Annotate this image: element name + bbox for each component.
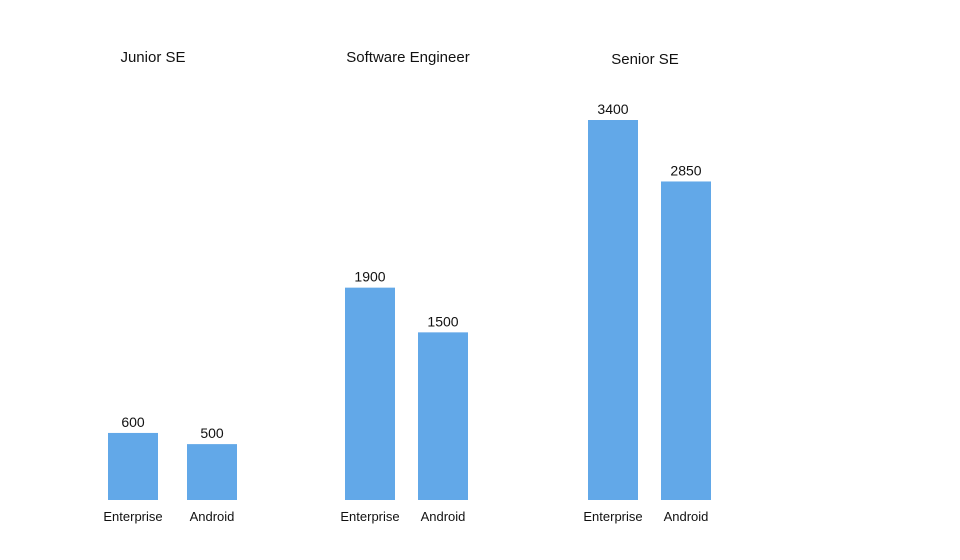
bar-android [661, 181, 711, 500]
data-label: 2850 [670, 162, 701, 178]
bar-android [187, 444, 237, 500]
data-label: 1900 [354, 269, 385, 285]
bar-enterprise [108, 432, 158, 500]
category-label: Enterprise [340, 509, 399, 524]
data-label: 600 [121, 414, 145, 430]
category-label: Enterprise [103, 509, 162, 524]
category-label: Enterprise [583, 509, 642, 524]
bar-group-senior-se: Senior SE 3400 Enterprise 2850 Android [583, 51, 711, 524]
data-label: 1500 [427, 313, 458, 329]
bar-group-software-engineer: Software Engineer 1900 Enterprise 1500 Andro… [340, 49, 469, 524]
data-label: 3400 [597, 101, 628, 117]
data-label: 500 [200, 425, 224, 441]
bar-android [418, 332, 468, 500]
bar-enterprise [588, 120, 638, 500]
group-title: Software Engineer [346, 49, 469, 66]
bar-group-junior-se: Junior SE 600 Enterprise 500 Android [103, 49, 237, 524]
category-label: Android [664, 509, 709, 524]
group-title: Junior SE [120, 49, 185, 66]
group-title: Senior SE [611, 51, 679, 68]
category-label: Android [190, 509, 235, 524]
category-label: Android [421, 509, 466, 524]
bar-enterprise [345, 287, 395, 500]
